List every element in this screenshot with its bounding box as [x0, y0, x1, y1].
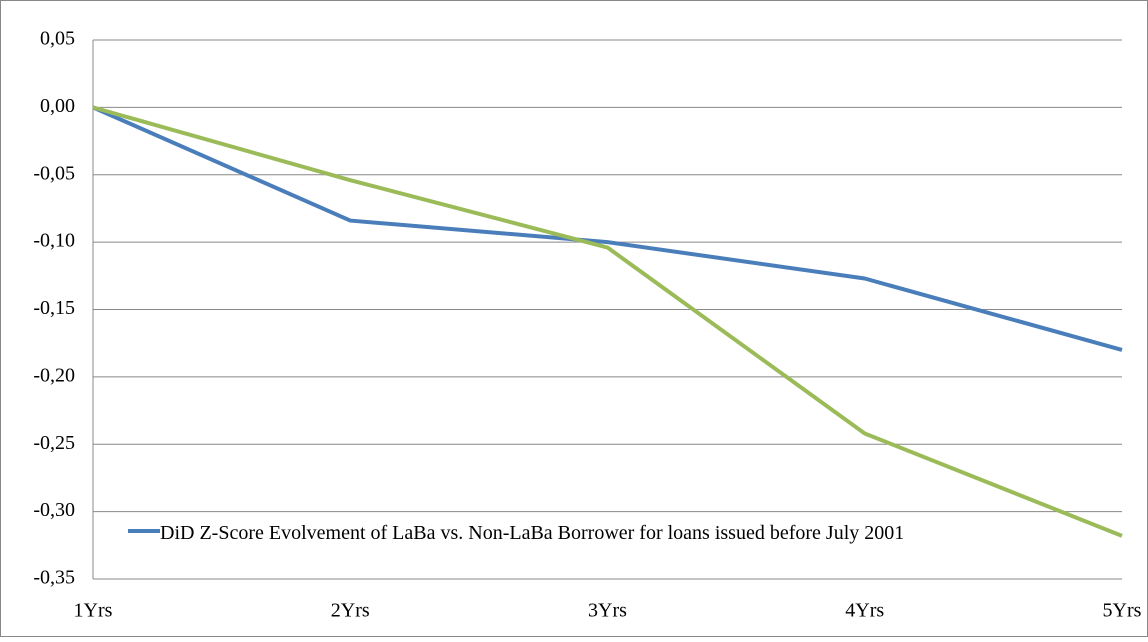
x-tick-label: 1Yrs	[74, 600, 113, 622]
x-tick-label: 5Yrs	[1103, 600, 1142, 622]
y-tick-label: -0,35	[33, 567, 75, 589]
y-tick-label: -0,30	[33, 499, 75, 521]
x-tick-label: 3Yrs	[588, 600, 627, 622]
y-tick-label: -0,05	[33, 162, 75, 184]
series-line	[92, 105, 1123, 352]
y-tick-label: -0,25	[33, 432, 75, 454]
y-tick-label: 0,05	[40, 28, 75, 50]
series-line	[92, 105, 1123, 538]
y-tick-label: -0,15	[33, 297, 75, 319]
y-tick-label: -0,20	[33, 364, 75, 386]
legend-label: DiD Z-Score Evolvement of LaBa vs. Non-L…	[160, 522, 905, 544]
y-tick-label: -0,10	[33, 230, 75, 252]
y-tick-label: 0,00	[40, 95, 75, 117]
x-tick-label: 4Yrs	[845, 600, 884, 622]
x-tick-label: 2Yrs	[331, 600, 370, 622]
